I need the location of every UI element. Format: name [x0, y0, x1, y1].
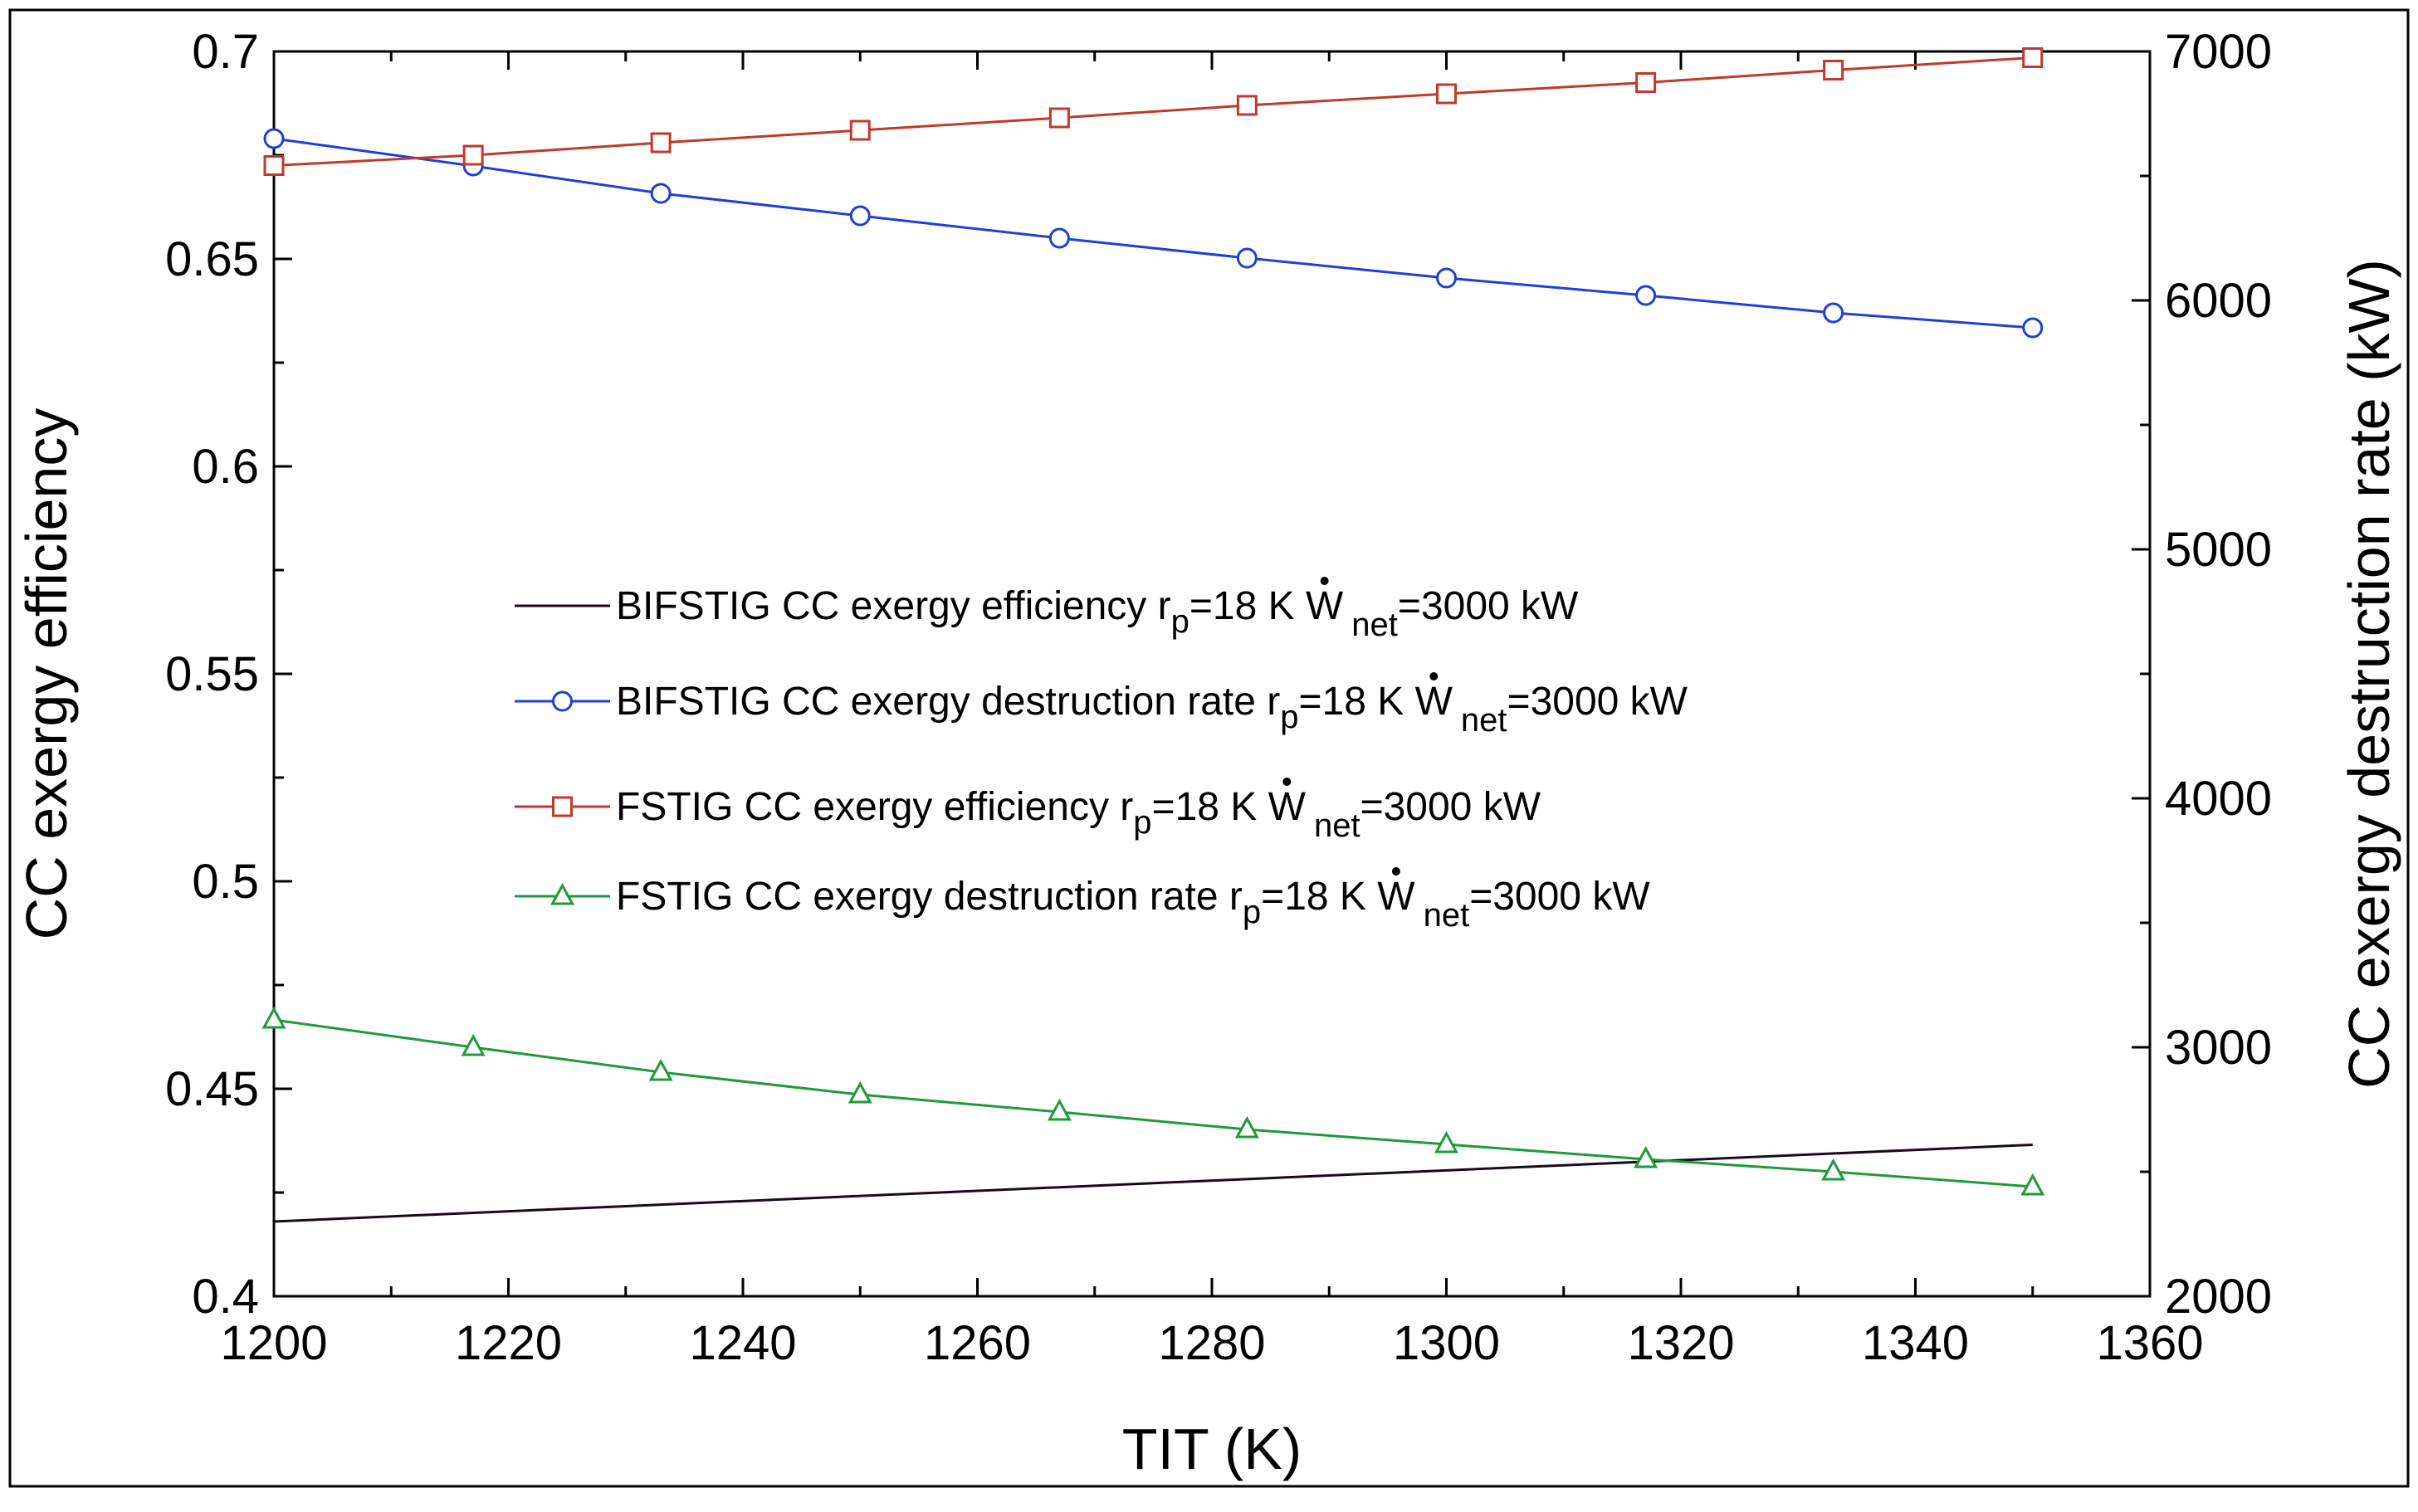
figure-border	[8, 8, 2410, 1488]
data-point	[849, 205, 871, 227]
data-point	[1236, 247, 1258, 269]
y-tick-label: 0.65	[165, 232, 259, 286]
x-tick-label: 1280	[1158, 1316, 1265, 1370]
data-series	[261, 47, 2045, 1223]
data-point	[1236, 95, 1258, 116]
x-tick-label: 1340	[1862, 1316, 1969, 1370]
data-point	[1634, 1145, 1658, 1168]
data-point	[1823, 60, 1844, 80]
data-point	[1434, 1130, 1459, 1154]
legend-marker	[552, 690, 573, 712]
data-point	[848, 1080, 872, 1104]
x-tick-label: 1300	[1393, 1316, 1500, 1370]
y-tick-label: 0.45	[165, 1062, 259, 1116]
data-point	[1635, 285, 1657, 306]
data-point	[650, 183, 672, 204]
data-point	[1823, 302, 1844, 324]
legend-entry: FSTIG CC exergy destruction rate rp=18 K…	[515, 867, 1650, 934]
y2-tick-label: 6000	[2165, 274, 2272, 328]
y2-tick-label: 4000	[2165, 772, 2272, 826]
y-tick-label: 0.55	[165, 647, 259, 701]
y2-tick-label: 5000	[2165, 523, 2272, 577]
y2-axis-title: CC exergy destruction rate (kW)	[2337, 259, 2401, 1089]
y-tick-label: 0.6	[192, 440, 259, 494]
data-point	[462, 144, 484, 166]
x-tick-label: 1220	[455, 1316, 562, 1370]
x-tick-label: 1360	[2096, 1316, 2203, 1370]
data-point	[648, 1058, 673, 1081]
series-3	[261, 1006, 2045, 1196]
data-point	[263, 155, 285, 176]
data-point	[2022, 47, 2044, 68]
x-tick-label: 1320	[1627, 1316, 1734, 1370]
y-tick-label: 0.5	[192, 855, 259, 909]
series-line	[273, 56, 2033, 167]
legend-label: BIFSTIG CC exergy destruction rate rp=18…	[616, 680, 1688, 739]
series-line	[273, 1018, 2033, 1188]
w-dot-accent	[1391, 867, 1400, 875]
data-point	[261, 1006, 286, 1029]
y-tick-label: 0.4	[192, 1270, 259, 1324]
data-point	[263, 128, 285, 149]
x-axis-title: TIT (K)	[1122, 1417, 1302, 1481]
data-point	[2020, 1173, 2045, 1196]
data-point	[2022, 317, 2044, 339]
data-point	[1047, 1098, 1072, 1121]
legend-label: FSTIG CC exergy destruction rate rp=18 K…	[616, 875, 1650, 934]
data-point	[1635, 72, 1657, 93]
axis-ticks: 1200 1220 1240 1260 1280 1300 1320 1340 1360 0.4 0…	[165, 25, 2272, 1370]
y2-tick-label: 3000	[2165, 1021, 2272, 1075]
series-line	[273, 137, 2033, 329]
y-axis-title: CC exergy efficiency	[14, 408, 79, 940]
series-line	[273, 1144, 2033, 1223]
data-point	[849, 119, 871, 141]
w-dot-accent	[1282, 778, 1292, 786]
data-point	[1821, 1158, 1846, 1181]
x-tick-label: 1260	[924, 1316, 1031, 1370]
w-dot-accent	[1429, 672, 1439, 680]
y2-tick-label: 2000	[2165, 1270, 2272, 1324]
legend-entry: BIFSTIG CC exergy destruction rate rp=18…	[515, 672, 1688, 739]
w-dot-accent	[1320, 577, 1329, 585]
data-point	[1048, 107, 1070, 129]
data-point	[1436, 267, 1457, 289]
y-tick-label: 0.7	[192, 25, 259, 79]
series-2	[263, 47, 2044, 176]
data-point	[461, 1033, 486, 1056]
legend-marker	[552, 796, 573, 817]
series-0	[273, 1144, 2033, 1223]
y2-tick-label: 7000	[2165, 25, 2272, 79]
data-point	[1436, 83, 1457, 105]
x-tick-label: 1200	[220, 1316, 327, 1370]
x-tick-label: 1240	[689, 1316, 796, 1370]
data-point	[650, 132, 672, 154]
data-point	[1234, 1115, 1259, 1139]
data-point	[1048, 227, 1070, 249]
legend-marker	[550, 882, 575, 905]
